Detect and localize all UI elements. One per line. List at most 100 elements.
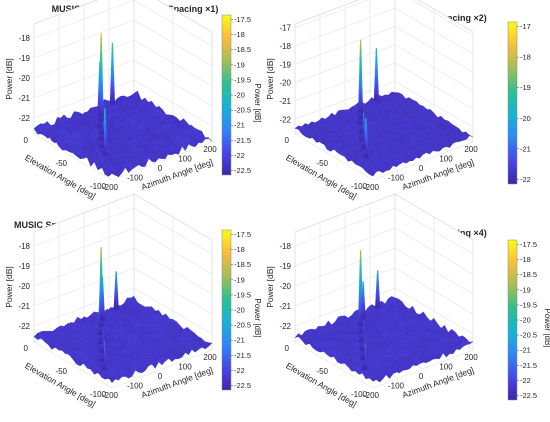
colorbar-tick-label: -20 — [234, 91, 245, 100]
surface-cell — [33, 125, 42, 135]
colorbar-tick-label: -17.5 — [234, 15, 251, 24]
y-tick-label: -200 — [363, 183, 380, 192]
colorbar-tick-label: -22.5 — [234, 381, 251, 390]
z-tick-label: -22 — [18, 322, 30, 331]
colorbar-tick-label: -22.5 — [234, 166, 251, 175]
colorbar-tick-label: -19 — [520, 285, 531, 294]
z-tick-label: -20 — [279, 79, 291, 88]
z-tick-label: -18 — [279, 42, 291, 51]
y-tick-label: 100 — [178, 363, 192, 372]
colorbar-tick-label: -20 — [234, 306, 245, 315]
z-tick-label: -20 — [279, 282, 291, 291]
y-tick-label: 200 — [203, 353, 217, 362]
y-axis-label: Azimuth Angle [deg] — [401, 365, 475, 400]
chart-panel-4: MUSIC Spectrum (Element Spacing ×4)-22-2… — [265, 193, 550, 409]
z-tick-label: -22 — [279, 115, 291, 124]
colorbar-tick-label: -19.5 — [234, 75, 251, 84]
x-tick-label: -50 — [55, 159, 67, 168]
colorbar-tick-label: -19 — [234, 60, 245, 69]
colorbar-tick-label: -19 — [234, 275, 245, 284]
x-tick-label: -50 — [55, 367, 67, 376]
y-axis-label: Azimuth Angle [deg] — [401, 157, 475, 192]
colorbar-tick-label: -21 — [520, 144, 531, 153]
colorbar-tick-label: -22 — [520, 376, 531, 385]
z-tick-label: -22 — [18, 114, 30, 123]
x-tick-label: -50 — [316, 159, 328, 168]
x-tick-label: -100 — [351, 390, 368, 399]
z-tick-label: -19 — [18, 54, 30, 63]
y-tick-label: 200 — [203, 145, 217, 154]
z-tick-label: -21 — [18, 302, 30, 311]
z-tick-label: -19 — [18, 262, 30, 271]
colorbar-tick-label: -17.5 — [234, 230, 251, 239]
y-tick-label: 100 — [178, 155, 192, 164]
y-tick-label: 200 — [464, 353, 478, 362]
colorbar-tick-label: -18.5 — [234, 260, 251, 269]
z-axis-label: Power [dB] — [4, 58, 14, 100]
colorbar-tick-label: -20.5 — [234, 106, 251, 115]
y-axis-label: Azimuth Angle [deg] — [140, 157, 214, 192]
x-gridline — [372, 240, 474, 389]
y-tick-label: -200 — [102, 183, 119, 192]
y-tick-label: 0 — [158, 164, 163, 173]
surface-cell — [33, 333, 42, 340]
colorbar-tick-label: -17 — [520, 22, 531, 31]
colorbar: -17.5 -18 -18.5 -19 -19.5 -20 -20.5 -21 -21.5 -22… — [221, 229, 262, 391]
x-gridline — [111, 240, 213, 389]
x-tick-label: 0 — [285, 344, 290, 353]
x-tick-label: -100 — [90, 390, 107, 399]
colorbar-gradient — [507, 239, 518, 401]
colorbar-tick-label: -21.5 — [234, 351, 251, 360]
colorbar-label: Power [dB] — [543, 308, 550, 347]
surface — [33, 33, 213, 178]
colorbar-gradient — [221, 14, 232, 176]
chart-panel-1: MUSIC Spectrum (Element Spacing ×1)-22-2… — [4, 0, 262, 201]
colorbar-label: Power [dB] — [253, 298, 262, 337]
y-tick-label: -100 — [388, 382, 405, 391]
colorbar-tick-label: -17.5 — [520, 240, 537, 249]
z-axis-label: Power [dB] — [4, 266, 14, 308]
colorbar-tick-label: -18.5 — [520, 270, 537, 279]
surface — [33, 247, 213, 384]
colorbar-tick-label: -22.5 — [520, 391, 537, 400]
x-tick-label: 0 — [24, 344, 29, 353]
colorbar-gradient — [221, 229, 232, 391]
peak-mark — [97, 61, 103, 116]
z-tick-label: -21 — [18, 94, 30, 103]
colorbar: -17.5 -18 -18.5 -19 -19.5 -20 -20.5 -21 -21.5 -22… — [507, 239, 550, 401]
x-tick-label: 0 — [24, 136, 29, 145]
colorbar-tick-label: -20 — [520, 114, 531, 123]
z-tick-label: -21 — [279, 97, 291, 106]
colorbar-tick-label: -18 — [520, 255, 531, 264]
peak-mark — [358, 74, 364, 113]
y-tick-label: 100 — [439, 155, 453, 164]
chart-panel-3: MUSIC Spectrum (Element Spacing ×3)-22-2… — [4, 193, 262, 409]
surface — [294, 250, 474, 383]
z-tick-label: -19 — [279, 60, 291, 69]
colorbar-tick-label: -21 — [520, 346, 531, 355]
surface-cell — [294, 125, 303, 130]
colorbar-gradient — [507, 21, 518, 185]
y-tick-label: 100 — [439, 363, 453, 372]
z-tick-label: -18 — [18, 242, 30, 251]
y-tick-label: -100 — [127, 174, 144, 183]
y-tick-label: 200 — [464, 145, 478, 154]
x-tick-label: -100 — [351, 182, 368, 191]
z-gridline — [33, 0, 213, 47]
x-tick-label: 0 — [285, 136, 290, 145]
surface — [294, 39, 474, 177]
colorbar-tick-label: -19.5 — [520, 300, 537, 309]
colorbar: -17.5 -18 -18.5 -19 -19.5 -20 -20.5 -21 -21.5 -22… — [221, 14, 262, 176]
peak-mark — [113, 271, 119, 310]
peak-mark — [99, 276, 106, 321]
colorbar-tick-label: -22 — [520, 175, 531, 184]
peak-mark — [360, 281, 366, 320]
colorbar-tick-label: -18.5 — [234, 45, 251, 54]
y-tick-label: 0 — [419, 164, 424, 173]
y-tick-label: 0 — [158, 372, 163, 381]
surface-cell — [294, 333, 303, 340]
z-axis-label: Power [dB] — [265, 266, 275, 308]
peak-mark — [373, 48, 379, 102]
z-tick-label: -18 — [279, 242, 291, 251]
